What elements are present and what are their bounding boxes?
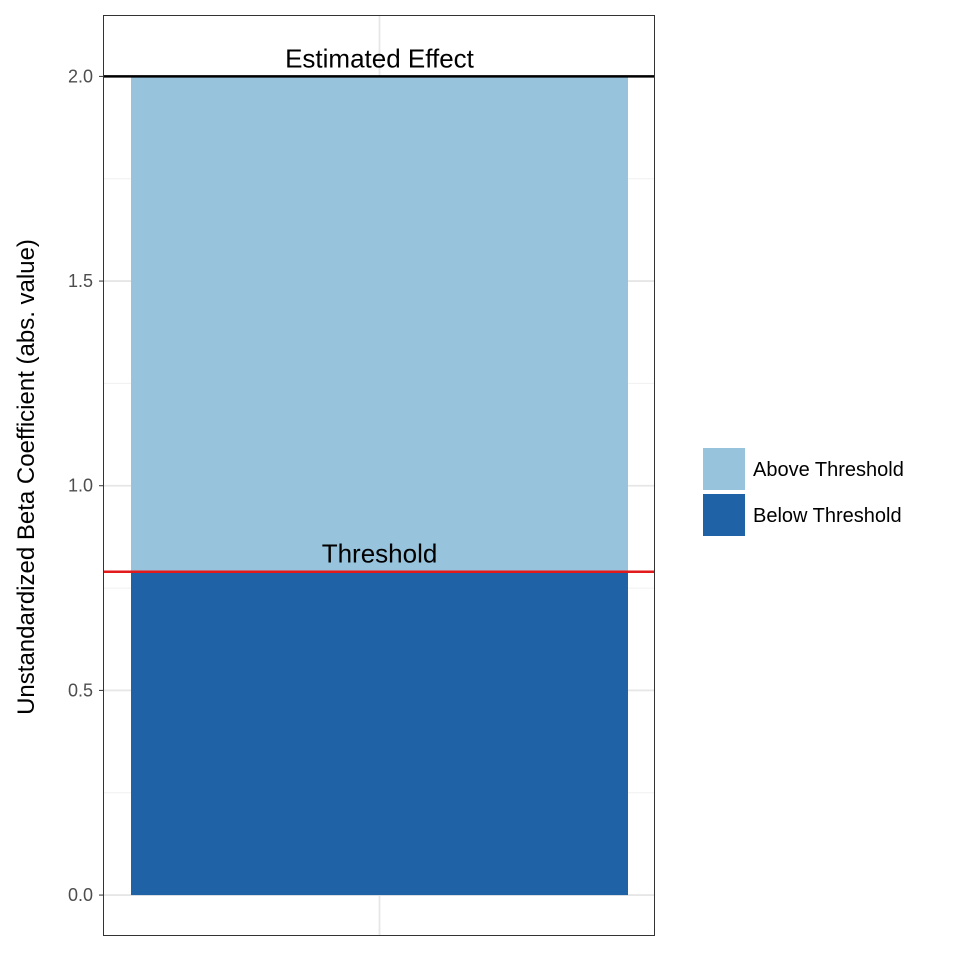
y-tick-label: 2.0 [68,66,93,86]
bar-segment-below-threshold [131,571,628,896]
y-tick-layer: 0.0 0.5 1.0 1.5 2.0 [68,66,104,905]
legend: Above Threshold Below Threshold [703,448,904,536]
y-axis-title: Unstandardized Beta Coefficient (abs. va… [13,239,40,715]
bar-layer [131,76,628,896]
panel-border [103,15,655,936]
y-tick-label: 1.5 [68,271,93,291]
bar-segment-above-threshold [131,76,628,572]
legend-key-below-threshold [703,494,745,536]
annotation-threshold: Threshold [322,539,438,569]
legend-label-below-threshold: Below Threshold [753,505,902,527]
y-tick-label: 1.0 [68,476,93,496]
legend-key-above-threshold [703,448,745,490]
reference-line-layer: Estimated Effect Threshold [104,43,655,573]
y-tick-label: 0.5 [68,680,93,700]
legend-label-above-threshold: Above Threshold [753,459,904,481]
annotation-estimated-effect: Estimated Effect [285,43,475,73]
y-tick-label: 0.0 [68,885,93,905]
